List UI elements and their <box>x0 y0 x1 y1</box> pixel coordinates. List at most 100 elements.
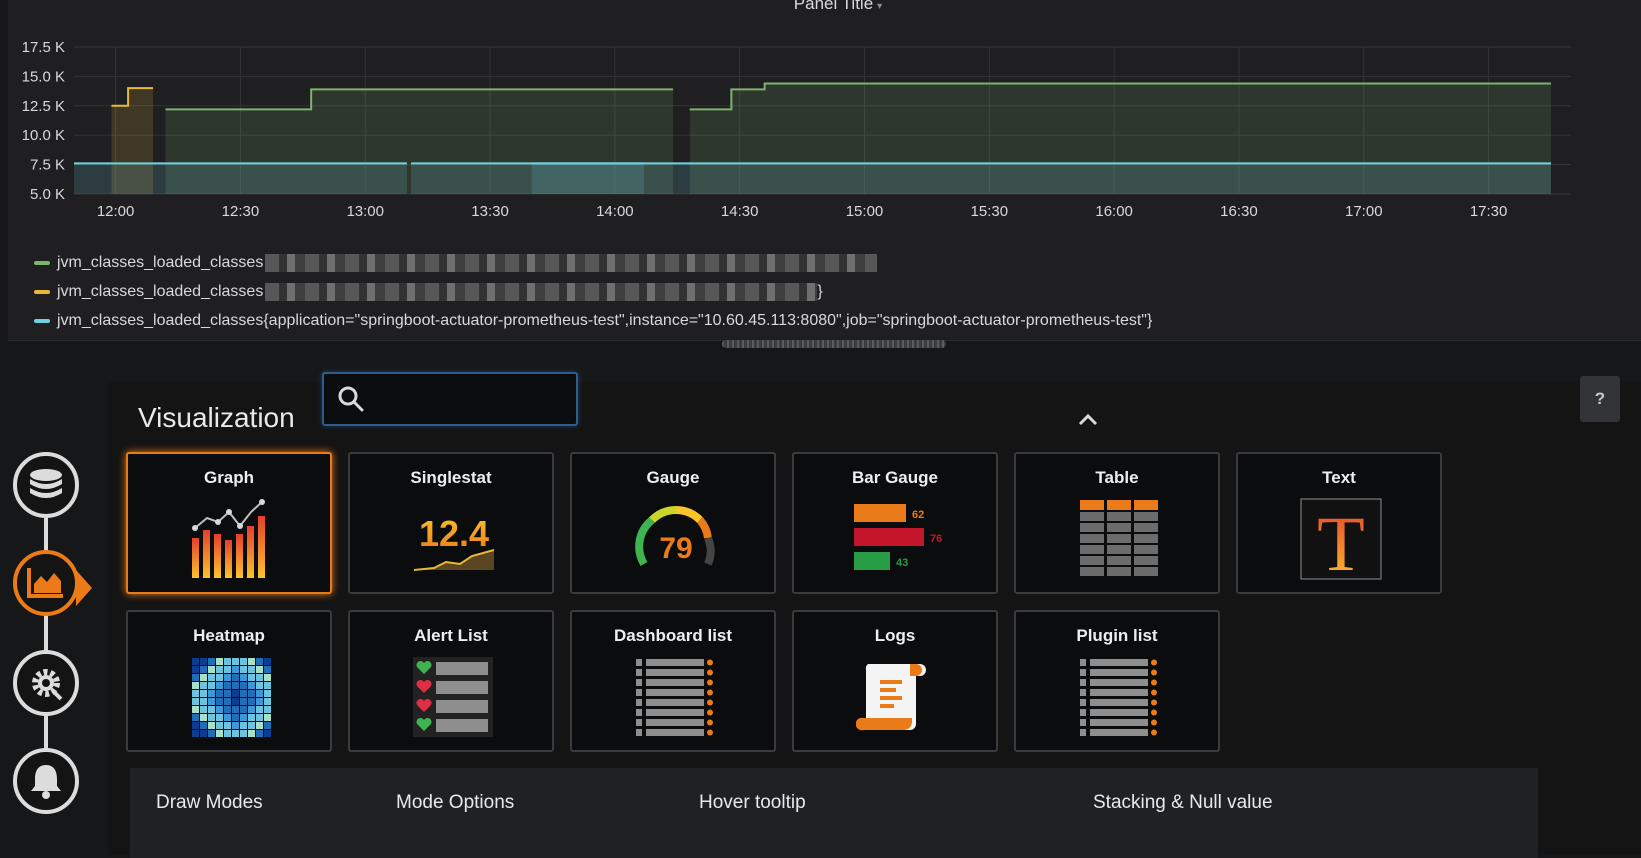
heart-icon <box>416 717 432 731</box>
logs-icon <box>856 664 926 731</box>
list-bullet <box>636 719 642 726</box>
heatmap-cell <box>200 698 207 705</box>
viz-card-bar-gauge[interactable]: Bar Gauge 62 76 43 <box>792 452 998 594</box>
table-header-cell <box>1080 500 1104 510</box>
viz-card-dashboard-list[interactable]: Dashboard list <box>570 610 776 752</box>
list-row <box>646 659 704 666</box>
nav-alert[interactable] <box>13 748 79 814</box>
chevron-down-icon[interactable]: ▾ <box>877 1 883 12</box>
heatmap-cell <box>224 698 231 705</box>
viz-card-singlestat[interactable]: Singlestat 12.4 <box>348 452 554 594</box>
help-button[interactable]: ? <box>1580 376 1620 422</box>
search-box[interactable] <box>322 372 578 426</box>
graph-panel: Panel Title ▾ 5.0 K 7.5 K 10.0 K 12.5 K 15.0 … <box>8 0 1641 341</box>
heatmap-cell <box>240 690 247 697</box>
table-cell <box>1080 512 1104 521</box>
draw-modes-heading[interactable]: Draw Modes <box>156 792 263 813</box>
panel-resize-handle[interactable] <box>722 340 946 348</box>
search-input[interactable] <box>372 384 566 414</box>
gear-icon <box>32 669 63 701</box>
time-series-chart[interactable]: 5.0 K 7.5 K 10.0 K 12.5 K 15.0 K 17.5 K 12:00… <box>8 0 1641 240</box>
heatmap-cell <box>240 706 247 713</box>
table-cell <box>1080 545 1104 554</box>
list-bullet <box>1080 659 1086 666</box>
series-area <box>689 83 1551 194</box>
viz-card-table[interactable]: Table <box>1014 452 1220 594</box>
legend-item[interactable]: jvm_classes_loaded_classes } <box>34 277 1152 306</box>
list-bullet <box>1080 729 1086 736</box>
heatmap-cell <box>224 658 231 665</box>
list-row <box>646 699 704 706</box>
mode-options-heading[interactable]: Mode Options <box>396 792 515 813</box>
heatmap-cell <box>208 682 215 689</box>
legend-label[interactable]: jvm_classes_loaded_classes <box>57 282 264 300</box>
viz-card-text[interactable]: Text T <box>1236 452 1442 594</box>
heatmap-cell <box>232 690 239 697</box>
legend-label[interactable]: jvm_classes_loaded_classes{application="… <box>57 311 1153 329</box>
table-cell <box>1080 523 1104 532</box>
nav-queries[interactable] <box>13 452 79 518</box>
heatmap-cell <box>208 666 215 673</box>
legend-item[interactable]: jvm_classes_loaded_classes <box>34 248 1152 277</box>
heatmap-cell <box>264 682 271 689</box>
search-icon <box>338 386 364 412</box>
viz-card-gauge[interactable]: Gauge 79 <box>570 452 776 594</box>
alert-list-icon <box>413 657 493 737</box>
list-star-icon <box>707 679 713 686</box>
heatmap-cell <box>208 698 215 705</box>
heatmap-cell <box>240 674 247 681</box>
list-bullet <box>1080 679 1086 686</box>
panel-title-text[interactable]: Panel Title <box>793 0 874 13</box>
heatmap-cell <box>232 706 239 713</box>
nav-general[interactable] <box>13 650 79 716</box>
y-tick-label: 15.0 K <box>22 68 65 85</box>
legend-item[interactable]: jvm_classes_loaded_classes{application="… <box>34 306 1152 335</box>
text-icon: T <box>1300 498 1382 580</box>
stacking-null-value-heading[interactable]: Stacking & Null value <box>1093 792 1273 813</box>
legend: jvm_classes_loaded_classes jvm_classes_l… <box>34 248 1152 335</box>
heatmap-cell <box>256 682 263 689</box>
heatmap-cell <box>264 730 271 737</box>
x-tick-label: 15:00 <box>846 203 884 220</box>
editor-side-nav <box>0 430 100 855</box>
x-tick-label: 15:30 <box>971 203 1009 220</box>
heatmap-cell <box>256 722 263 729</box>
heatmap-cell <box>248 730 255 737</box>
table-cell <box>1107 556 1131 565</box>
heatmap-cell <box>216 682 223 689</box>
heatmap-cell <box>216 698 223 705</box>
chevron-up-icon[interactable] <box>1074 410 1102 430</box>
heatmap-cell <box>248 706 255 713</box>
table-cell <box>1107 523 1131 532</box>
heatmap-cell <box>224 682 231 689</box>
viz-card-label: Heatmap <box>193 626 265 645</box>
list-bullet <box>636 699 642 706</box>
list-star-icon <box>1151 729 1157 736</box>
heatmap-cell <box>232 730 239 737</box>
viz-card-alert-list[interactable]: Alert List <box>348 610 554 752</box>
heatmap-cell <box>224 722 231 729</box>
heatmap-cell <box>240 730 247 737</box>
redacted-label <box>265 282 818 301</box>
viz-card-plugin-list[interactable]: Plugin list <box>1014 610 1220 752</box>
panel-title[interactable]: Panel Title ▾ <box>8 0 1641 14</box>
legend-label[interactable]: jvm_classes_loaded_classes <box>57 253 264 271</box>
table-cell <box>1080 567 1104 576</box>
heatmap-cell <box>200 706 207 713</box>
viz-card-graph[interactable]: Graph <box>126 452 332 594</box>
series-area <box>411 163 644 194</box>
list-star-icon <box>1151 689 1157 696</box>
gauge-icon: 79 <box>635 506 715 567</box>
heatmap-cell <box>264 674 271 681</box>
list-row <box>646 669 704 676</box>
viz-card-logs[interactable]: Logs <box>792 610 998 752</box>
bar-gauge-value: 62 <box>912 509 924 521</box>
heatmap-cell <box>216 658 223 665</box>
table-cell <box>1080 534 1104 543</box>
viz-card-heatmap[interactable]: Heatmap <box>126 610 332 752</box>
heatmap-cell <box>200 674 207 681</box>
hover-tooltip-heading[interactable]: Hover tooltip <box>699 792 806 813</box>
heatmap-cell <box>216 730 223 737</box>
nav-visualization[interactable] <box>13 550 79 616</box>
heatmap-cell <box>216 706 223 713</box>
